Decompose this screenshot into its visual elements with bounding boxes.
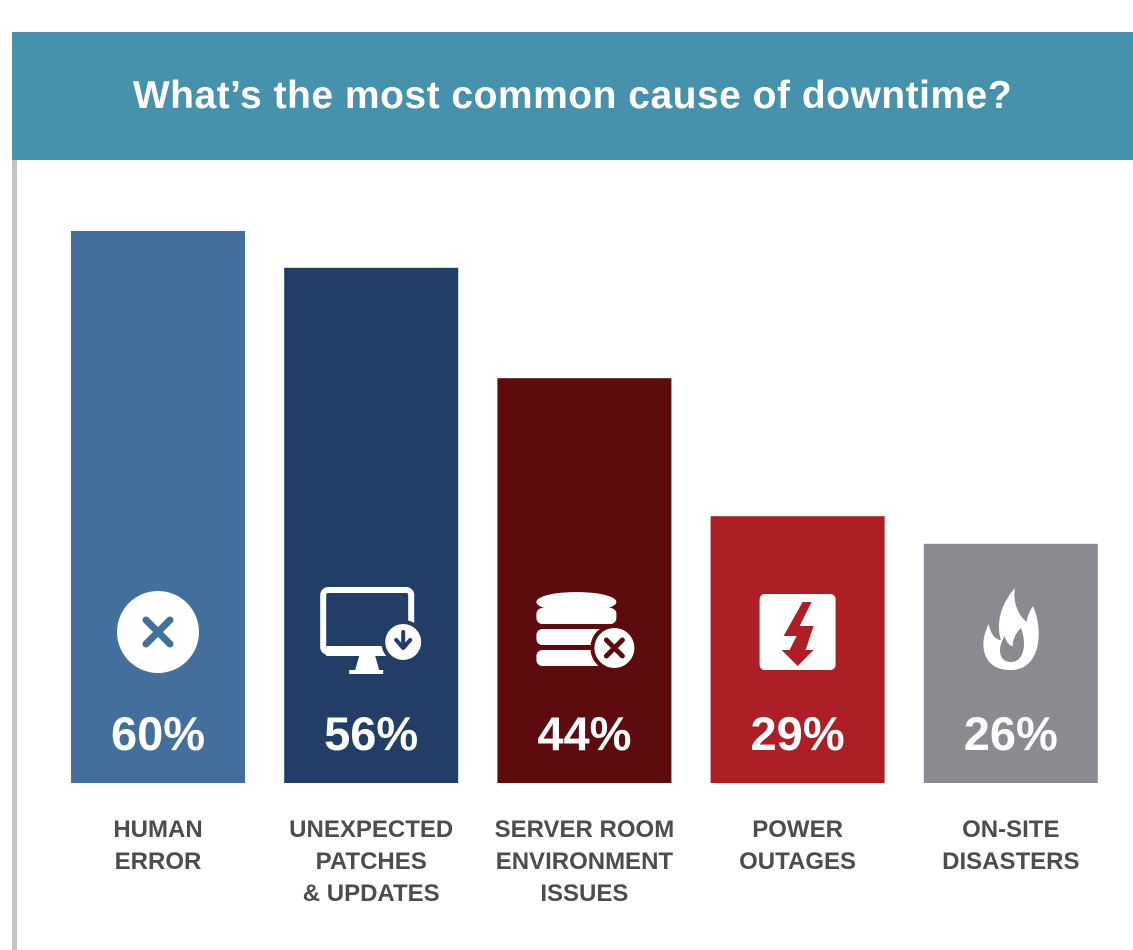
bar-value-label: 44% (537, 707, 631, 760)
bar (497, 378, 672, 783)
left-border-rule (12, 160, 17, 950)
chart-header: What’s the most common cause of downtime… (12, 32, 1133, 160)
bar-value-label: 60% (111, 707, 205, 760)
bar (71, 231, 245, 783)
category-label: SERVER ROOM ENVIRONMENT ISSUES (495, 816, 675, 907)
category-label: ON-SITE DISASTERS (942, 816, 1079, 875)
close-circle-icon (117, 591, 199, 673)
bar-value-label: 29% (751, 707, 845, 760)
power-bolt-icon (759, 594, 836, 670)
bar-value-label: 26% (964, 707, 1058, 760)
database-error-icon (536, 592, 639, 672)
monitor-download-icon (320, 587, 426, 674)
fire-icon (983, 588, 1039, 670)
category-label: HUMAN ERROR (113, 816, 202, 875)
chart-title: What’s the most common cause of downtime… (132, 74, 1013, 117)
bar (284, 267, 459, 783)
bar-value-label: 56% (324, 707, 418, 760)
category-label: POWER OUTAGES (739, 816, 856, 875)
category-label: UNEXPECTED PATCHES & UPDATES (289, 816, 453, 907)
